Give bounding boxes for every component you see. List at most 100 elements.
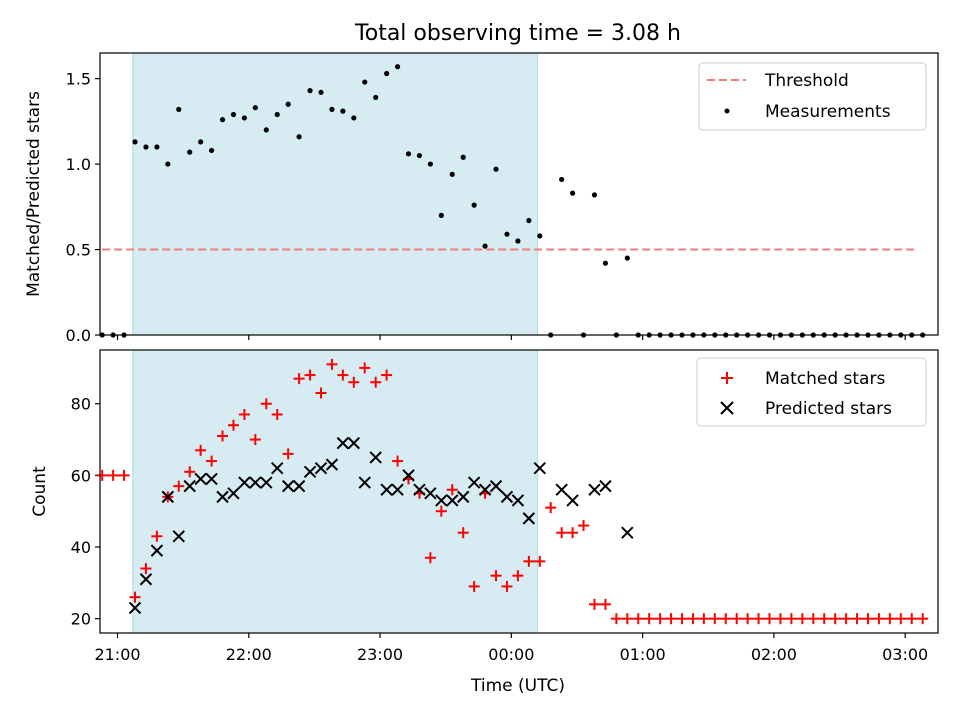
matched-point <box>381 369 393 381</box>
matched-point <box>173 480 185 492</box>
predicted-point <box>139 573 153 586</box>
matched-point <box>260 398 272 410</box>
y-tick-label: 0.0 <box>66 326 91 345</box>
measurement-point <box>285 101 291 107</box>
measurement-point <box>570 190 576 196</box>
predicted-point <box>249 476 262 489</box>
predicted-point <box>161 490 175 504</box>
matched-point <box>227 419 239 431</box>
matched-point <box>468 580 480 592</box>
measurement-point <box>416 152 423 159</box>
matched-points <box>96 358 929 625</box>
matched-point <box>195 444 207 456</box>
matched-point <box>348 376 360 388</box>
matched-point <box>523 555 535 567</box>
predicted-point <box>588 483 601 496</box>
legend-predicted-swatch <box>720 401 734 415</box>
matched-point <box>917 613 929 625</box>
predicted-point <box>566 494 579 507</box>
matched-point <box>567 527 579 539</box>
matched-point <box>698 613 710 625</box>
predicted-point <box>500 490 514 504</box>
legend-matched-label: Matched stars <box>765 369 885 389</box>
matched-point <box>457 527 469 539</box>
measurement-point <box>493 166 499 172</box>
predicted-point <box>456 490 470 504</box>
measurement-point <box>132 139 138 145</box>
measurement-point <box>351 115 357 121</box>
matched-point <box>862 613 874 625</box>
measurement-point <box>362 79 368 85</box>
chart-title: Total observing time = 3.08 h <box>354 21 681 46</box>
x-tick-label: 01:00 <box>620 645 666 664</box>
measurement-point <box>460 154 466 160</box>
matched-point <box>610 613 622 625</box>
predicted-point <box>511 494 525 507</box>
matched-point <box>774 613 786 625</box>
predicted-point <box>522 512 536 525</box>
measurement-points <box>99 64 926 338</box>
measurement-point <box>230 111 237 118</box>
matched-point <box>282 448 294 460</box>
predicted-point <box>599 479 612 493</box>
predicted-point <box>150 544 164 557</box>
matched-point <box>184 466 196 478</box>
matched-point <box>840 613 852 625</box>
predicted-point <box>238 476 251 489</box>
x-tick-label: 22:00 <box>226 645 272 664</box>
measurement-point <box>274 111 280 118</box>
measurement-point <box>504 231 510 237</box>
matched-point <box>435 505 447 517</box>
predicted-point <box>402 469 415 482</box>
legend-measurements-label: Measurements <box>765 102 891 122</box>
predicted-point <box>489 479 503 493</box>
x-tick-label: 21:00 <box>94 645 140 664</box>
matched-point <box>818 613 830 625</box>
matched-point <box>785 613 797 625</box>
measurement-point <box>187 149 193 155</box>
predicted-point <box>369 451 382 464</box>
measurement-point <box>329 106 335 112</box>
matched-point <box>424 552 436 564</box>
measurement-point <box>318 89 324 95</box>
matched-point <box>884 613 896 625</box>
matched-point <box>129 591 141 603</box>
matched-point <box>501 580 513 592</box>
predicted-point <box>413 483 426 496</box>
predicted-point <box>347 436 361 450</box>
matched-point <box>895 613 907 625</box>
matched-point <box>315 387 327 399</box>
matched-point <box>446 484 458 496</box>
top-axis-ticks: 0.0 0.5 1.0 1.5 <box>66 70 906 345</box>
matched-point <box>753 613 765 625</box>
legend-threshold-label: Threshold <box>764 71 849 91</box>
matched-point <box>359 362 371 374</box>
predicted-point <box>227 487 240 500</box>
x-tick-label: 00:00 <box>488 645 534 664</box>
measurement-point <box>438 212 444 218</box>
matched-point <box>731 613 743 625</box>
measurement-point <box>241 115 248 121</box>
y-tick-label: 60 <box>71 466 91 485</box>
matched-point <box>873 613 885 625</box>
measurement-point <box>602 260 609 266</box>
measurement-point <box>394 64 401 70</box>
matched-point <box>512 570 524 582</box>
top-y-axis-label: Matched/Predicted stars <box>24 91 44 297</box>
matched-point <box>742 613 754 625</box>
measurement-point <box>591 192 598 198</box>
matched-point <box>293 373 305 385</box>
matched-point <box>96 469 108 481</box>
measurement-point <box>537 233 543 239</box>
predicted-point <box>336 436 350 450</box>
matched-point <box>151 530 163 542</box>
measurement-point <box>449 171 455 177</box>
bottom-shaded-region <box>132 349 539 634</box>
predicted-point <box>172 530 185 543</box>
legend-predicted-label: Predicted stars <box>765 399 892 419</box>
matched-point <box>304 369 316 381</box>
predicted-point <box>216 490 229 504</box>
y-tick-label: 20 <box>71 610 91 629</box>
measurement-point <box>559 176 565 183</box>
